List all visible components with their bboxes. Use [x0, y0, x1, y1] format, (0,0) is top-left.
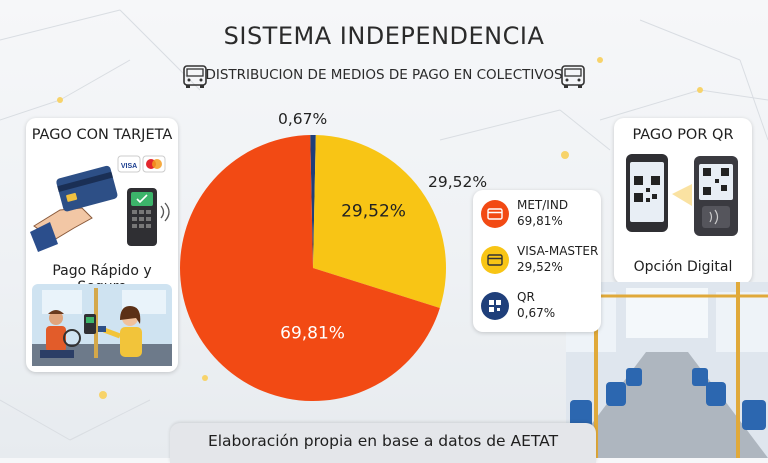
qr-payment-illustration	[626, 154, 738, 236]
legend-label: VISA-MASTER	[517, 244, 599, 258]
bus-icon	[183, 65, 207, 88]
card-payment-panel: PAGO CON TARJETA VISA Pago Rápido y Segu…	[26, 118, 178, 372]
legend-value: 69,81%	[517, 214, 563, 228]
legend-value: 29,52%	[517, 260, 563, 274]
pie-slice-label: 29,52%	[341, 202, 406, 222]
chart-legend: MET/IND 69,81% VISA-MASTER 29,52% QR 0,6…	[473, 190, 601, 332]
qr-payment-heading: PAGO POR QR	[632, 127, 734, 143]
card-icon	[481, 246, 509, 274]
source-footer-text: Elaboración propia en base a datos de AE…	[207, 432, 559, 450]
pie-slice-label: 69,81%	[280, 323, 345, 343]
pie-slice-met-ind	[180, 135, 440, 401]
card-icon	[481, 200, 509, 228]
page-title: SISTEMA INDEPENDENCIA	[223, 22, 545, 50]
qr-payment-caption: Opción Digital	[633, 259, 733, 275]
source-footer: Elaboración propia en base a datos de AE…	[170, 423, 596, 463]
bus-passenger-illustration	[32, 284, 172, 366]
chart-subtitle: DISTRIBUCION DE MEDIOS DE PAGO EN COLECT…	[205, 67, 563, 83]
qr-payment-panel: PAGO POR QR Opción Digital	[614, 118, 752, 284]
pie-slice-visa-master	[313, 135, 447, 308]
pie-chart: 29,52% 69,81%	[180, 135, 447, 401]
legend-value: 0,67%	[517, 306, 556, 320]
legend-item-qr: QR 0,67%	[481, 288, 599, 328]
visa-logo-text: VISA	[121, 163, 137, 170]
legend-item-visa-master: VISA-MASTER 29,52%	[481, 242, 599, 282]
card-payment-heading: PAGO CON TARJETA	[31, 127, 173, 143]
outer-label-visa-master: 29,52%	[428, 173, 488, 191]
legend-item-met-ind: MET/IND 69,81%	[481, 196, 599, 236]
qr-icon	[481, 292, 509, 320]
legend-label: MET/IND	[517, 198, 569, 212]
outer-label-qr: 0,67%	[278, 110, 328, 128]
bus-icon	[561, 65, 585, 88]
legend-label: QR	[517, 290, 535, 304]
pie-slice-qr	[310, 135, 316, 268]
card-payment-illustration: VISA	[30, 155, 170, 252]
